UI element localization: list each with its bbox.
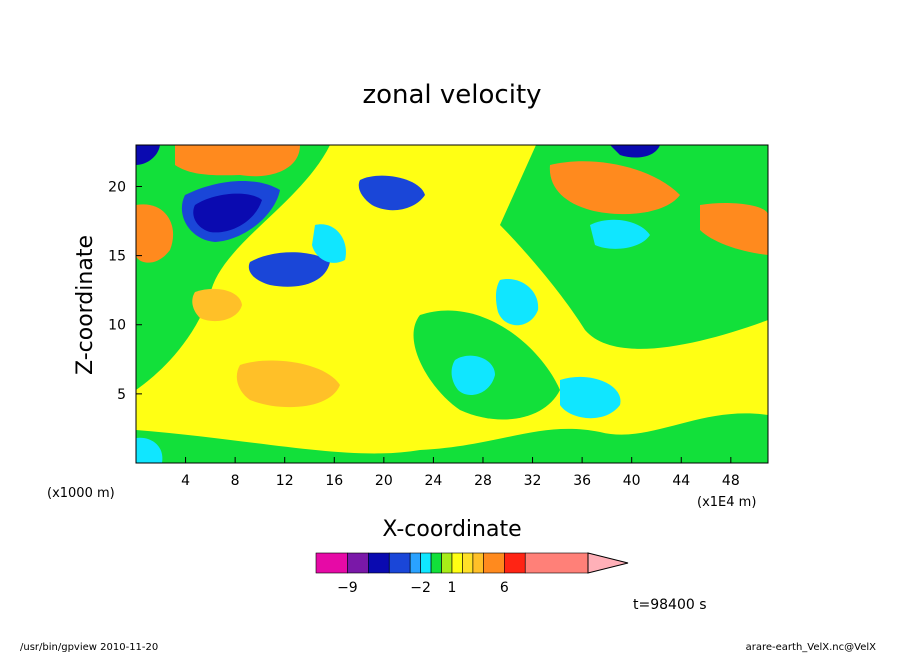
colorbar-label: 6 — [500, 580, 509, 596]
y-tick-label: 5 — [117, 387, 126, 403]
colorbar-segment — [504, 552, 526, 574]
x-axis: 4 8 12 16 20 24 28 32 36 40 44 48 — [181, 457, 740, 489]
x-tick-label: 16 — [325, 473, 343, 489]
colorbar-segment — [524, 552, 589, 574]
colorbar-label: −9 — [337, 580, 358, 596]
y-axis: 5 10 15 20 — [108, 179, 142, 403]
contour-cyan-middle — [312, 224, 346, 263]
colorbar-segment — [409, 552, 421, 574]
x-tick-label: 8 — [231, 473, 240, 489]
footer-left: /usr/bin/gpview 2010-11-20 — [20, 642, 158, 653]
colorbar-label: 1 — [448, 580, 457, 596]
x-tick-label: 36 — [573, 473, 591, 489]
colorbar-segment — [388, 552, 411, 574]
colorbar-segment — [462, 552, 474, 574]
x-tick-label: 4 — [181, 473, 190, 489]
x-tick-label: 48 — [722, 473, 740, 489]
x-tick-label: 20 — [375, 473, 393, 489]
colorbar-segment — [472, 552, 484, 574]
contour-cyan-low-east — [560, 376, 621, 419]
contour-navy-top-east — [610, 145, 660, 158]
colorbar-segment — [441, 552, 453, 574]
contour-orange-northeast — [549, 161, 680, 215]
x-tick-label: 12 — [276, 473, 294, 489]
y-unit-label: (x1000 m) — [47, 486, 115, 501]
colorbar-extend-arrow — [587, 552, 629, 574]
contour-cyan-northeast — [590, 219, 650, 249]
contour-blue-upper — [358, 175, 425, 211]
colorbar-segment — [483, 552, 505, 574]
x-axis-label: X-coordinate — [382, 517, 521, 542]
colorbar-segment — [347, 552, 369, 574]
contour-orange-top — [175, 145, 300, 177]
y-axis-label: Z-coordinate — [73, 235, 98, 375]
x-unit-label: (x1E4 m) — [697, 495, 756, 510]
colorbar-label: −2 — [410, 580, 431, 596]
time-label: t=98400 s — [633, 597, 707, 613]
contour-yellow-orange-west — [192, 288, 242, 322]
contour-fills — [136, 145, 768, 463]
contour-orange-east — [700, 203, 768, 255]
footer-right: arare-earth_VelX.nc@VelX — [746, 642, 877, 653]
colorbar-segment — [451, 552, 463, 574]
plot-area — [135, 144, 769, 464]
contour-blue-middle — [248, 252, 330, 287]
contour-cyan-southwest — [136, 437, 163, 463]
contour-orange-west — [136, 204, 174, 263]
x-tick-label: 24 — [424, 473, 442, 489]
colorbar-segment — [315, 552, 348, 574]
x-tick-label: 44 — [672, 473, 690, 489]
contour-cyan-low — [451, 355, 495, 395]
plot-frame — [135, 144, 769, 464]
x-tick-label: 40 — [623, 473, 641, 489]
contour-yellow-orange-low — [236, 360, 340, 408]
contour-cyan-east — [495, 279, 539, 326]
x-tick-label: 32 — [524, 473, 542, 489]
colorbar-segment — [430, 552, 442, 574]
x-tick-label: 28 — [474, 473, 492, 489]
colorbar-segment — [368, 552, 390, 574]
contour-blue-navy — [193, 193, 262, 233]
y-tick-label: 15 — [108, 249, 126, 265]
contour-green-lower — [136, 413, 768, 463]
y-tick-label: 10 — [108, 318, 126, 334]
colorbar: −9 −2 1 6 — [315, 552, 629, 596]
chart-title: zonal velocity — [362, 80, 541, 110]
contour-navy-top-west — [136, 145, 160, 165]
colorbar-segment — [420, 552, 432, 574]
y-tick-label: 20 — [108, 179, 126, 195]
